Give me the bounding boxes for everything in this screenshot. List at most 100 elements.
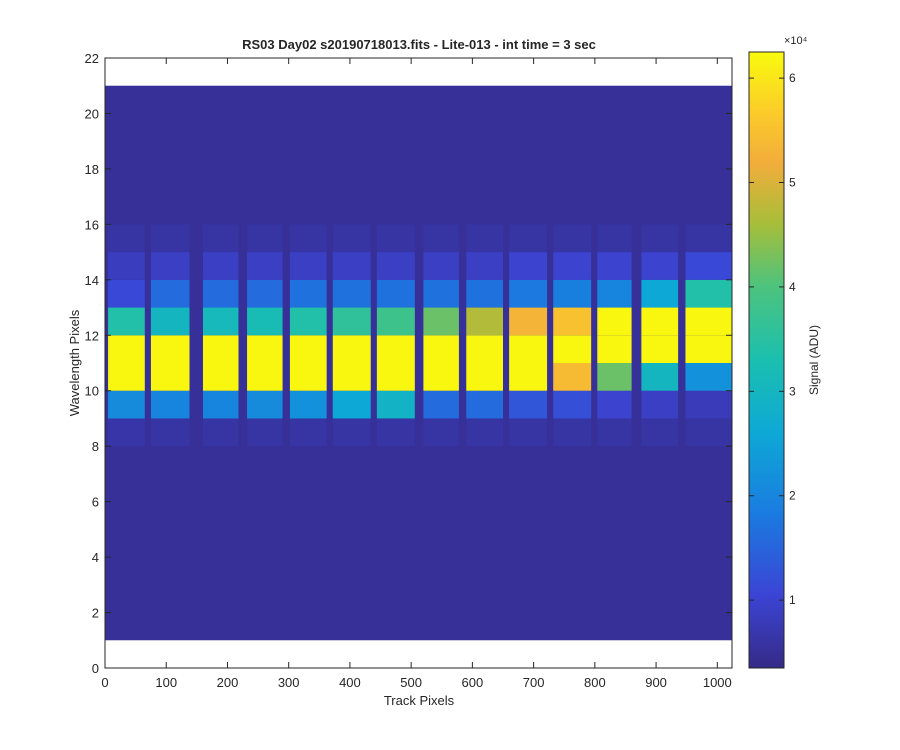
plot-frame [104,57,733,669]
heatmap-cell [289,252,327,280]
heatmap-cell [150,224,190,253]
x-tick-label: 700 [523,675,545,690]
heatmap-cell [289,279,327,308]
heatmap-cell [423,363,459,391]
y-tick-label: 22 [85,51,99,66]
heatmap-cell [247,279,283,308]
heatmap-cell [150,252,190,280]
y-tick-label: 4 [92,550,99,565]
heatmap-cell [376,252,415,280]
heatmap-cell [509,390,548,419]
heatmap-cell [376,363,415,391]
heatmap-cell [247,307,283,336]
heatmap-cell [332,335,371,363]
heatmap-cell [509,335,548,363]
heatmap-cell [466,363,503,391]
heatmap-cell [597,224,632,253]
heatmap-cell [685,390,732,419]
heatmap-cell [202,307,239,336]
x-tick-label: 900 [645,675,667,690]
heatmap-cell [332,279,371,308]
colorbar-label: Signal (ADU) [807,325,821,395]
heatmap-cell [553,363,592,391]
y-tick-label: 20 [85,106,99,121]
heatmap-cell [597,307,632,336]
heatmap-cell [202,418,239,447]
y-tick-label: 0 [92,661,99,676]
plot-area: 0 100 200 300 400 500 600 700 800 900 1000 0 2 4 6 8 10… [85,51,733,690]
heatmap-cell [466,418,503,447]
heatmap-cell [202,224,239,253]
heatmap-cell [289,307,327,336]
heatmap-cell [423,307,459,336]
heatmap-cell [202,335,239,363]
heatmap-cell [108,279,145,308]
y-tick-label: 18 [85,162,99,177]
heatmap-cell [509,279,548,308]
x-tick-label: 600 [462,675,484,690]
heatmap-cell [150,418,190,447]
heatmap-cell [202,390,239,419]
heatmap-cell [332,252,371,280]
heatmap-cell [423,224,459,253]
heatmap-cell [376,335,415,363]
heatmap-cell [247,252,283,280]
heatmap-cell [202,363,239,391]
x-tick-label: 100 [155,675,177,690]
heatmap-cell [150,335,190,363]
heatmap-cell [332,418,371,447]
heatmap-cell [685,307,732,336]
y-axis-label: Wavelength Pixels [67,309,82,416]
heatmap-cell [332,307,371,336]
heatmap-cell [509,418,548,447]
y-tick-label: 10 [85,384,99,399]
heatmap-cell [423,418,459,447]
heatmap-cell [641,418,679,447]
y-tick-label: 2 [92,606,99,621]
x-axis: 0 100 200 300 400 500 600 700 800 900 1000 [101,58,732,690]
heatmap-cell [289,418,327,447]
heatmap-cell [509,363,548,391]
heatmap-cell [202,279,239,308]
heatmap-cell [641,279,679,308]
heatmap-cell [150,363,190,391]
heatmap-cell [597,390,632,419]
colorbar: 1 2 3 4 5 6 ×10⁴ Signal (ADU) [748,35,821,669]
heatmap-cell [289,224,327,253]
x-tick-label: 500 [400,675,422,690]
heatmap-cell [597,252,632,280]
heatmap-cell [289,363,327,391]
x-axis-label: Track Pixels [384,693,455,708]
heatmap-cell [685,224,732,253]
heatmap-cell [466,252,503,280]
heatmap-cell [376,307,415,336]
heatmap-cell [597,279,632,308]
heatmap-cell [641,390,679,419]
colorbar-tick-label: 4 [789,280,796,294]
colorbar-tick-label: 6 [789,71,796,85]
x-tick-label: 200 [217,675,239,690]
heatmap-cell [247,390,283,419]
heatmap-cell [509,252,548,280]
colorbar-tick-label: 5 [789,176,796,190]
heatmap-cell [202,252,239,280]
heatmap-cell [247,335,283,363]
heatmap-cell [247,363,283,391]
heatmap-cell [150,307,190,336]
heatmap-cell [466,224,503,253]
heatmap-cell [108,307,145,336]
heatmap-cell [108,390,145,419]
heatmap-cell [247,224,283,253]
heatmap-cell [108,252,145,280]
x-tick-label: 800 [584,675,606,690]
y-axis: 0 2 4 6 8 10 12 14 16 18 20 22 [85,51,732,676]
heatmap-cell [423,252,459,280]
heatmap-cell [150,279,190,308]
heatmap-cell [553,335,592,363]
heatmap-cell [553,307,592,336]
colorbar-gradient [748,51,785,669]
chart-title: RS03 Day02 s20190718013.fits - Lite-013 … [242,37,596,52]
heatmap-cell [553,252,592,280]
heatmap-cell [150,390,190,419]
